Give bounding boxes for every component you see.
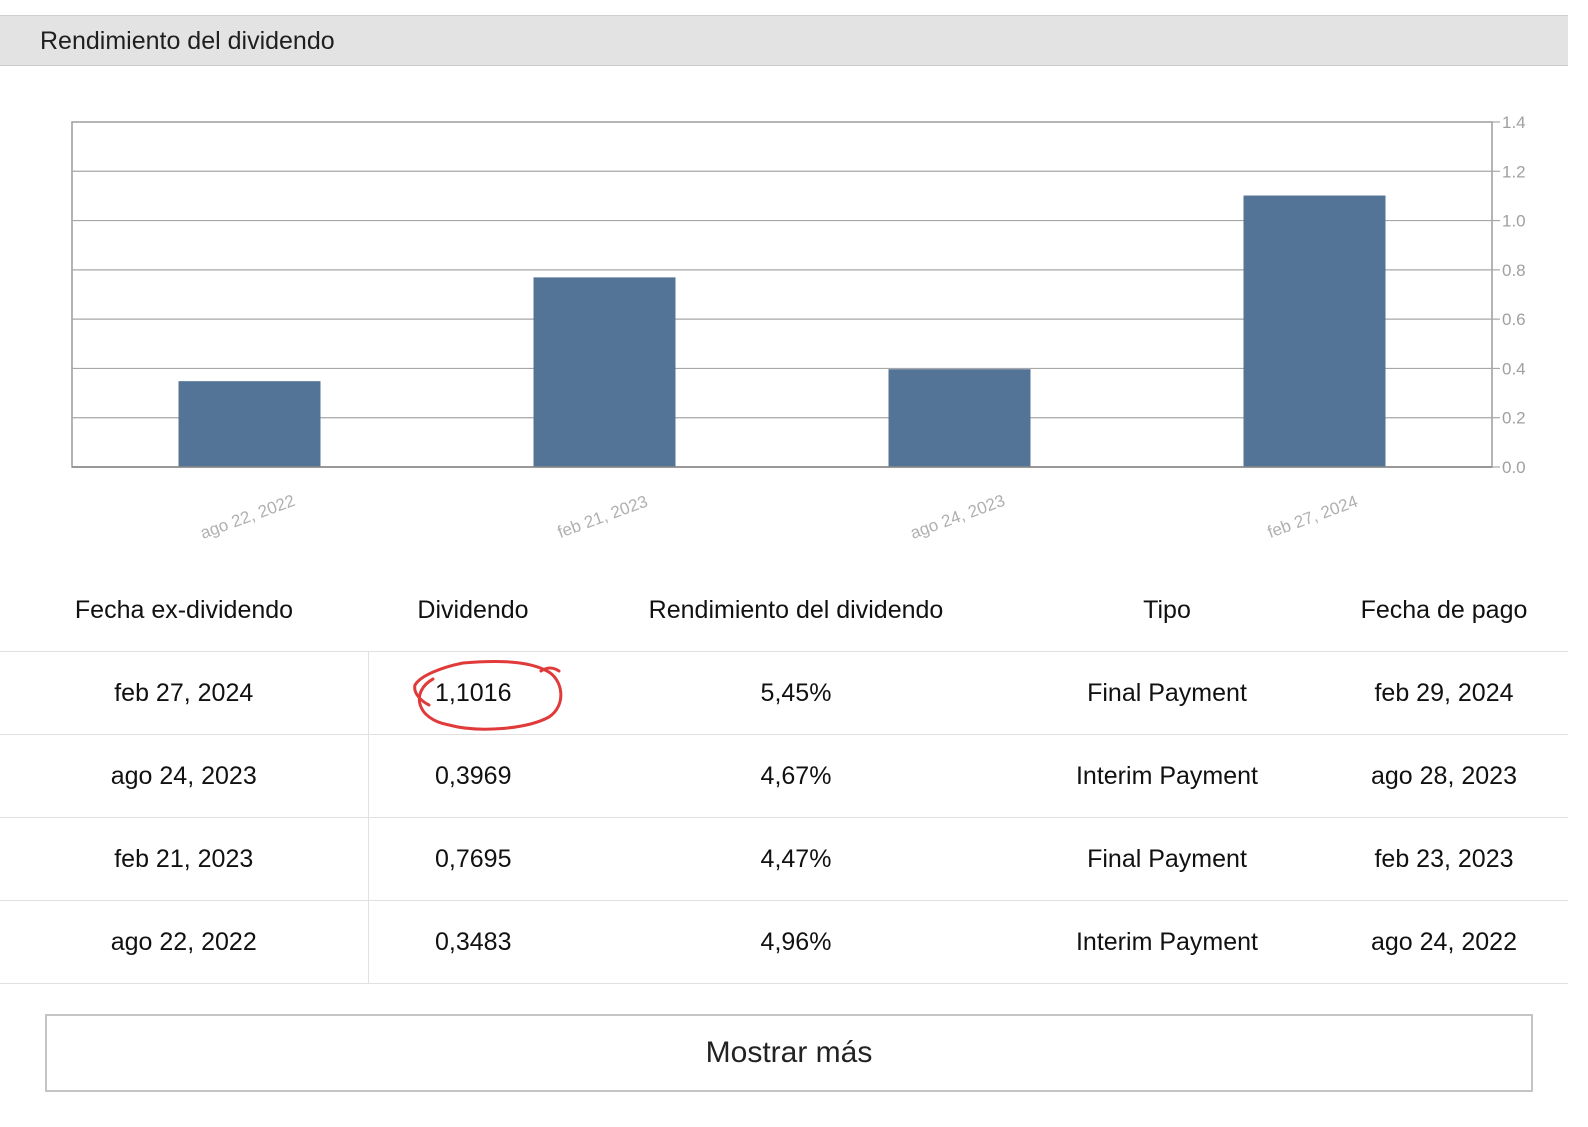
ex-dividend-date-cell: feb 21, 2023: [0, 817, 369, 901]
x-tick-label: feb 21, 2023: [555, 492, 650, 542]
header-ex-dividend-date: Fecha ex-dividendo: [0, 570, 368, 652]
x-tick-label: feb 27, 2024: [1265, 492, 1360, 542]
dividend-table-area: Fecha ex-dividendo Dividendo Rendimiento…: [0, 570, 1568, 984]
type-cell: Interim Payment: [1014, 734, 1320, 818]
section-title: Rendimiento del dividendo: [40, 27, 335, 55]
ex-dividend-date-cell: feb 27, 2024: [0, 651, 369, 735]
dividend-chart: 0.0 0.2 0.4 0.6 0.8 1.0 1.2 1.4 ago 22, 2022 feb …: [0, 100, 1588, 550]
header-type: Tipo: [1014, 570, 1320, 652]
dividend-table: Fecha ex-dividendo Dividendo Rendimiento…: [0, 570, 1568, 984]
y-tick-label: 0.2: [1502, 409, 1526, 428]
bar: [888, 369, 1031, 467]
payment-date-cell: feb 29, 2024: [1320, 651, 1568, 735]
bar: [533, 277, 676, 467]
payment-date-cell: ago 28, 2023: [1320, 734, 1568, 818]
dividend-yield-cell: 4,67%: [578, 734, 1014, 818]
header-dividend-yield: Rendimiento del dividendo: [578, 570, 1014, 652]
table-row: ago 22, 2022 0,3483 4,96% Interim Paymen…: [0, 900, 1568, 984]
table-header-row: Fecha ex-dividendo Dividendo Rendimiento…: [0, 570, 1568, 652]
y-tick-label: 1.0: [1502, 212, 1526, 231]
dividend-bar-chart: 0.0 0.2 0.4 0.6 0.8 1.0 1.2 1.4 ago 22, 2022 feb …: [71, 113, 1526, 543]
dividend-yield-cell: 5,45%: [578, 651, 1014, 735]
type-cell: Final Payment: [1014, 817, 1320, 901]
dividend-yield-cell: 4,47%: [578, 817, 1014, 901]
dividend-yield-cell: 4,96%: [578, 900, 1014, 984]
dividend-cell: 0,3483: [368, 900, 578, 984]
table-row: ago 24, 2023 0,3969 4,67% Interim Paymen…: [0, 734, 1568, 818]
y-tick-label: 0.6: [1502, 310, 1526, 329]
bar: [178, 381, 321, 467]
dividend-value: 1,1016: [435, 678, 512, 707]
dividend-cell: 0,3969: [368, 734, 578, 818]
type-cell: Interim Payment: [1014, 900, 1320, 984]
payment-date-cell: feb 23, 2023: [1320, 817, 1568, 901]
y-tick-label: 1.4: [1502, 113, 1526, 132]
bar: [1243, 195, 1386, 467]
payment-date-cell: ago 24, 2022: [1320, 900, 1568, 984]
header-dividend: Dividendo: [368, 570, 578, 652]
x-tick-label: ago 24, 2023: [908, 491, 1008, 543]
table-row: feb 21, 2023 0,7695 4,47% Final Payment …: [0, 817, 1568, 901]
header-payment-date: Fecha de pago: [1320, 570, 1568, 652]
y-tick-label: 1.2: [1502, 162, 1526, 181]
ex-dividend-date-cell: ago 22, 2022: [0, 900, 369, 984]
show-more-button[interactable]: Mostrar más: [45, 1014, 1533, 1092]
type-cell: Final Payment: [1014, 651, 1320, 735]
y-tick-label: 0.4: [1502, 359, 1526, 378]
section-header: Rendimiento del dividendo: [0, 15, 1568, 66]
ex-dividend-date-cell: ago 24, 2023: [0, 734, 369, 818]
y-tick-label: 0.0: [1502, 458, 1526, 477]
dividend-cell: 0,7695: [368, 817, 578, 901]
table-row: feb 27, 2024 1,1016 5,45% Final Payment …: [0, 651, 1568, 735]
highlighted-dividend-value: 1,1016: [413, 659, 563, 731]
dividend-cell: 1,1016: [368, 651, 578, 735]
y-tick-label: 0.8: [1502, 261, 1526, 280]
x-tick-label: ago 22, 2022: [198, 491, 298, 543]
